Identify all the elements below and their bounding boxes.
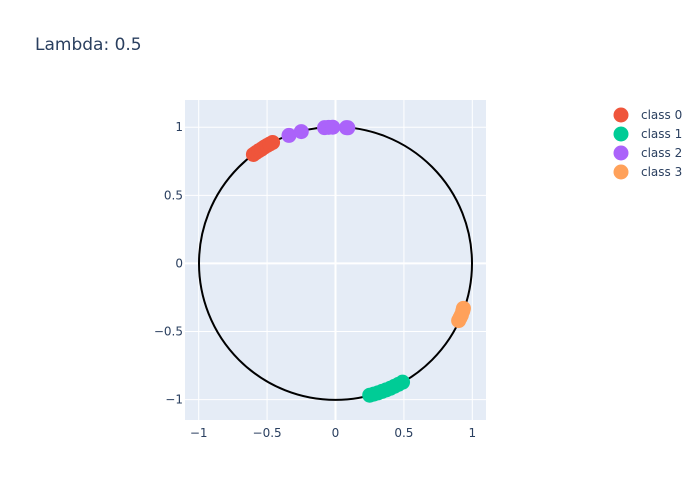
axis-ticks: −1 −0.5 0 0.5 1 −1 −0.5 0 0.5 1 xyxy=(154,120,476,440)
x-tick-label: 0.5 xyxy=(394,426,413,440)
y-tick-label: −1 xyxy=(165,393,183,407)
legend-item[interactable]: class 3 xyxy=(613,164,683,180)
x-tick-label: −0.5 xyxy=(253,426,282,440)
chart-title: Lambda: 0.5 xyxy=(35,35,142,55)
legend-item[interactable]: class 0 xyxy=(613,107,683,123)
data-point[interactable] xyxy=(325,119,341,135)
legend-item[interactable]: class 2 xyxy=(613,145,683,161)
x-tick-label: −1 xyxy=(190,426,208,440)
legend-marker xyxy=(613,107,629,123)
data-point[interactable] xyxy=(293,124,309,140)
legend-marker xyxy=(613,164,629,180)
legend-label: class 1 xyxy=(641,127,682,141)
data-point[interactable] xyxy=(395,374,411,390)
data-point[interactable] xyxy=(455,300,471,316)
legend-label: class 2 xyxy=(641,146,682,160)
x-tick-label: 1 xyxy=(468,426,476,440)
y-tick-label: 0.5 xyxy=(164,188,183,202)
legend-label: class 3 xyxy=(641,165,682,179)
legend-marker xyxy=(613,126,629,142)
legend-marker xyxy=(613,145,629,161)
legend-item[interactable]: class 1 xyxy=(613,126,683,142)
legend-label: class 0 xyxy=(641,108,682,122)
legend[interactable]: class 0 class 1 class 2 class 3 xyxy=(613,107,683,180)
data-point[interactable] xyxy=(265,134,281,150)
x-tick-label: 0 xyxy=(332,426,340,440)
data-point[interactable] xyxy=(281,127,297,143)
data-point[interactable] xyxy=(340,120,356,136)
y-tick-label: −0.5 xyxy=(154,324,183,338)
y-tick-label: 0 xyxy=(175,256,183,270)
data-points xyxy=(245,119,471,403)
y-tick-label: 1 xyxy=(175,120,183,134)
